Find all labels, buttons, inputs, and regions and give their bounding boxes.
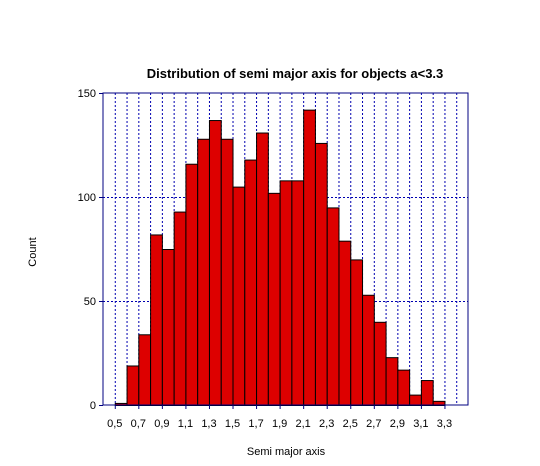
x-axis-ticks: 0,5 0,7 0,9 1,1 1,3 1,5 1,7 1,9 2,1 2,3 2,5 2,7 2,9 3… bbox=[107, 405, 452, 430]
histogram-bar bbox=[362, 294, 375, 407]
x-tick-label: 2,5 bbox=[343, 418, 358, 430]
histogram-bar bbox=[244, 159, 258, 406]
x-tick-label: 1,1 bbox=[178, 418, 193, 430]
histogram-bar bbox=[350, 259, 364, 406]
histogram-bar bbox=[267, 192, 281, 406]
histogram-bar bbox=[385, 357, 399, 407]
histogram-bar bbox=[232, 186, 246, 406]
y-axis-ticks: 0 50 100 150 bbox=[78, 88, 103, 412]
histogram-bar bbox=[220, 138, 234, 406]
histogram-bars bbox=[114, 109, 446, 407]
chart-title: Distribution of semi major axis for obje… bbox=[147, 66, 444, 81]
histogram-bar bbox=[303, 109, 316, 406]
x-tick-label: 1,5 bbox=[225, 418, 240, 430]
histogram-bar bbox=[197, 138, 210, 406]
histogram-bar bbox=[208, 120, 222, 406]
x-tick-label: 2,1 bbox=[296, 418, 311, 430]
y-tick-label: 0 bbox=[90, 400, 96, 412]
x-tick-label: 0,7 bbox=[131, 418, 146, 430]
x-tick-label: 1,3 bbox=[201, 418, 216, 430]
histogram-bar bbox=[126, 365, 140, 407]
x-tick-label: 3,3 bbox=[437, 418, 452, 430]
histogram-bar bbox=[314, 142, 328, 406]
x-tick-label: 2,3 bbox=[319, 418, 334, 430]
histogram-bar bbox=[409, 394, 422, 407]
x-tick-label: 0,9 bbox=[154, 418, 169, 430]
histogram-bar bbox=[161, 249, 175, 406]
histogram-bar bbox=[338, 240, 352, 406]
y-axis-label: Count bbox=[27, 237, 39, 266]
histogram-bar bbox=[279, 180, 293, 406]
x-tick-label: 2,7 bbox=[366, 418, 381, 430]
x-tick-label: 1,9 bbox=[272, 418, 287, 430]
histogram-bar bbox=[150, 234, 163, 406]
histogram-bar bbox=[326, 207, 340, 406]
y-tick-label: 100 bbox=[78, 192, 96, 204]
x-tick-label: 3,1 bbox=[413, 418, 428, 430]
histogram-bar bbox=[185, 163, 199, 406]
histogram-bar bbox=[397, 369, 411, 407]
histogram-bar bbox=[256, 132, 269, 407]
histogram-bar bbox=[173, 211, 187, 406]
histogram-bar bbox=[291, 180, 305, 406]
x-tick-label: 0,5 bbox=[107, 418, 122, 430]
plot-frame bbox=[102, 92, 469, 406]
y-tick-label: 150 bbox=[78, 88, 96, 100]
x-tick-label: 1,7 bbox=[248, 418, 263, 430]
y-tick-label: 50 bbox=[84, 296, 96, 308]
histogram-bar bbox=[373, 321, 387, 406]
x-tick-label: 2,9 bbox=[390, 418, 405, 430]
histogram-bar bbox=[420, 380, 434, 407]
x-axis-label: Semi major axis bbox=[247, 446, 326, 458]
histogram-bar bbox=[138, 334, 152, 406]
